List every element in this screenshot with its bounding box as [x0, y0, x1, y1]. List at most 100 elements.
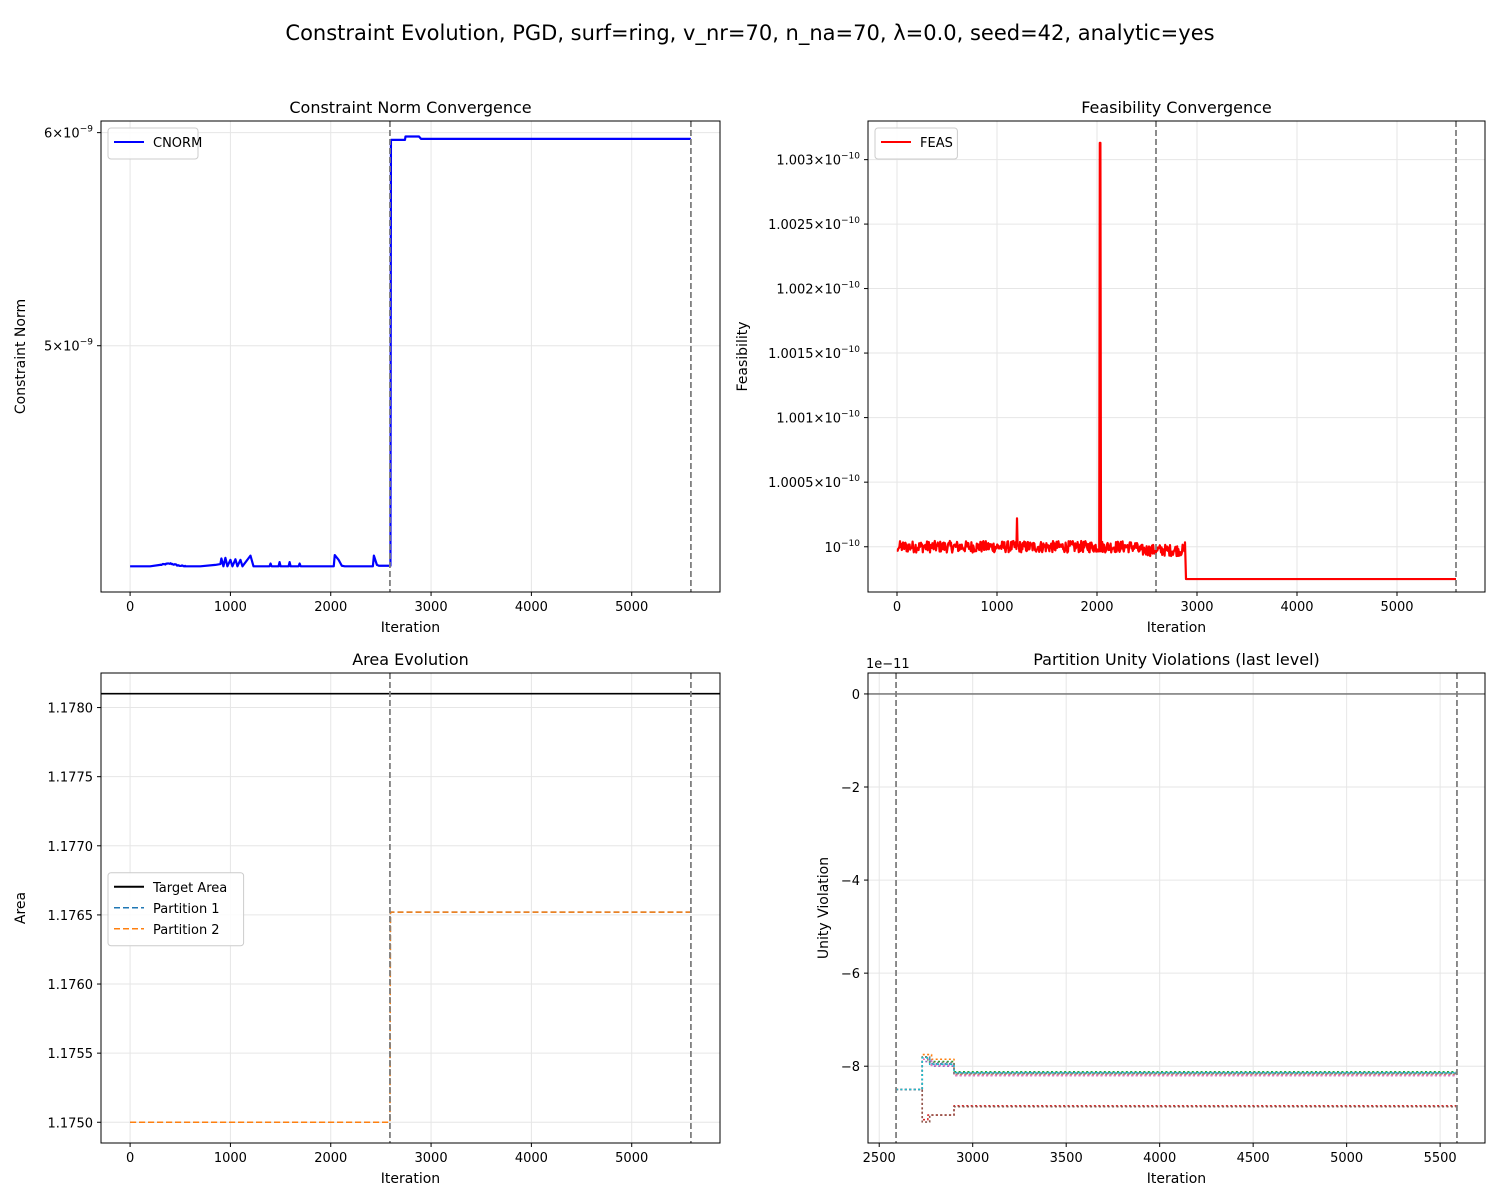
plot-area — [868, 673, 1485, 1143]
series-line-cnorm — [130, 135, 691, 568]
y-tick-mantissa: 1.001×10 — [776, 412, 841, 427]
legend-label: Partition 2 — [153, 923, 220, 938]
y-tick-label: 1.1780 — [48, 702, 94, 717]
grid — [868, 121, 1485, 592]
x-tick-label: 5000 — [1380, 600, 1413, 615]
panel-feasibility: Feasibility Convergence 0 1000 2000 3000 4000… — [735, 98, 1486, 636]
y-tick-mantissa: 5×10 — [44, 340, 80, 355]
x-tick-label: 1000 — [980, 600, 1013, 615]
x-tick-label: 0 — [893, 600, 901, 615]
x-tick-label: 3000 — [1180, 600, 1213, 615]
x-tick-label: 5500 — [1424, 1151, 1457, 1166]
y-tick-label: 1.1755 — [48, 1047, 94, 1062]
y-tick-label: 1.1765 — [48, 909, 94, 924]
y-tick-label: 6×10−9 — [44, 125, 93, 142]
legend-frame — [874, 127, 958, 160]
axes-frame — [867, 120, 1486, 593]
x-axis-label: Iteration — [1147, 1171, 1206, 1187]
x-axis-label: Iteration — [381, 620, 440, 636]
y-tick-label: 0 — [852, 688, 860, 703]
panel-unity-violations: Partition Unity Violations (last level) 2… — [816, 650, 1486, 1187]
y-tick-mantissa: 1.0005×10 — [768, 476, 841, 491]
legend-frame — [107, 872, 245, 947]
y-tick-label: 10−10 — [824, 539, 860, 556]
panel-title: Area Evolution — [352, 650, 469, 669]
y-tick-label: −8 — [841, 1060, 860, 1075]
y-tick-label: 1.0025×10−10 — [768, 216, 860, 233]
panel-title: Partition Unity Violations (last level) — [1033, 650, 1320, 669]
y-tick-exponent: −10 — [841, 216, 860, 226]
panel-title: Constraint Norm Convergence — [289, 98, 531, 117]
y-tick-mantissa: 6×10 — [44, 127, 80, 142]
y-tick-exponent: −9 — [80, 338, 94, 348]
series-line-feas — [896, 141, 1456, 581]
panel-title: Feasibility Convergence — [1081, 98, 1272, 117]
y-tick-mantissa: 1.0015×10 — [768, 347, 841, 362]
x-tick-label: 2000 — [314, 1151, 347, 1166]
y-axis-label: Feasibility — [735, 322, 751, 392]
y-tick-exponent: −10 — [841, 410, 860, 420]
grid — [101, 673, 720, 1143]
y-tick-label: 1.0005×10−10 — [768, 474, 860, 491]
x-tick-label: 5000 — [615, 600, 648, 615]
x-tick-label: 0 — [126, 1151, 134, 1166]
y-axis-label: Constraint Norm — [13, 299, 29, 414]
y-tick-label: 1.1750 — [48, 1116, 94, 1131]
y-axis-label: Unity Violation — [816, 857, 832, 959]
plot-area — [130, 121, 692, 592]
x-tick-label: 4000 — [515, 600, 548, 615]
axes-frame — [867, 672, 1486, 1144]
x-tick-label: 4000 — [1143, 1151, 1176, 1166]
x-axis-label: Iteration — [381, 1171, 440, 1187]
legend-label: FEAS — [920, 136, 953, 151]
panel-constraint-norm: Constraint Norm Convergence 0 1000 2000 3000… — [13, 98, 721, 636]
x-axis-label: Iteration — [1147, 620, 1206, 636]
y-tick-exponent: −10 — [841, 345, 860, 355]
y-tick-label: 1.1770 — [48, 840, 94, 855]
x-tick-label: 0 — [126, 600, 134, 615]
x-tick-label: 2000 — [1080, 600, 1113, 615]
axis-offset-label: 1e−11 — [866, 657, 910, 672]
y-tick-mantissa: 1.003×10 — [776, 154, 841, 169]
legend: CNORM — [107, 127, 202, 160]
legend-label: Partition 1 — [153, 902, 220, 917]
x-tick-label: 2500 — [863, 1151, 896, 1166]
y-tick-mantissa: 10 — [824, 541, 841, 556]
x-tick-label: 3000 — [956, 1151, 989, 1166]
x-tick-label: 1000 — [214, 1151, 247, 1166]
plot-area — [101, 673, 720, 1143]
y-tick-exponent: −10 — [841, 474, 860, 484]
y-tick-exponent: −10 — [841, 281, 860, 291]
y-tick-label: −4 — [841, 874, 860, 889]
legend-frame — [107, 127, 199, 160]
y-tick-exponent: −10 — [841, 152, 860, 162]
legend: FEAS — [874, 127, 958, 160]
grid — [868, 673, 1485, 1143]
x-tick-label: 4000 — [515, 1151, 548, 1166]
x-tick-label: 3000 — [415, 1151, 448, 1166]
y-tick-label: 1.002×10−10 — [776, 281, 860, 298]
x-tick-label: 4500 — [1237, 1151, 1270, 1166]
y-tick-exponent: −10 — [841, 539, 860, 549]
x-tick-label: 5000 — [615, 1151, 648, 1166]
y-tick-label: 5×10−9 — [44, 338, 93, 355]
plot-area — [896, 121, 1457, 592]
y-tick-mantissa: 1.002×10 — [776, 283, 841, 298]
x-tick-label: 3500 — [1050, 1151, 1083, 1166]
figure-title: Constraint Evolution, PGD, surf=ring, v_… — [285, 21, 1214, 46]
y-tick-label: 1.1775 — [48, 771, 94, 786]
series-line-9 — [896, 1057, 1457, 1091]
y-axis-label: Area — [13, 892, 29, 924]
legend-label: CNORM — [153, 136, 202, 151]
y-tick-label: −6 — [841, 967, 860, 982]
x-tick-label: 5000 — [1330, 1151, 1363, 1166]
axes-frame — [100, 672, 721, 1144]
legend-label: Target Area — [152, 881, 227, 896]
grid — [101, 121, 720, 592]
panel-area-evolution: Area Evolution 0 1000 2000 3000 4000 5000 1.175… — [13, 650, 721, 1187]
y-tick-label: 1.1760 — [48, 978, 94, 993]
y-tick-mantissa: 1.0025×10 — [768, 218, 841, 233]
x-tick-label: 4000 — [1280, 600, 1313, 615]
